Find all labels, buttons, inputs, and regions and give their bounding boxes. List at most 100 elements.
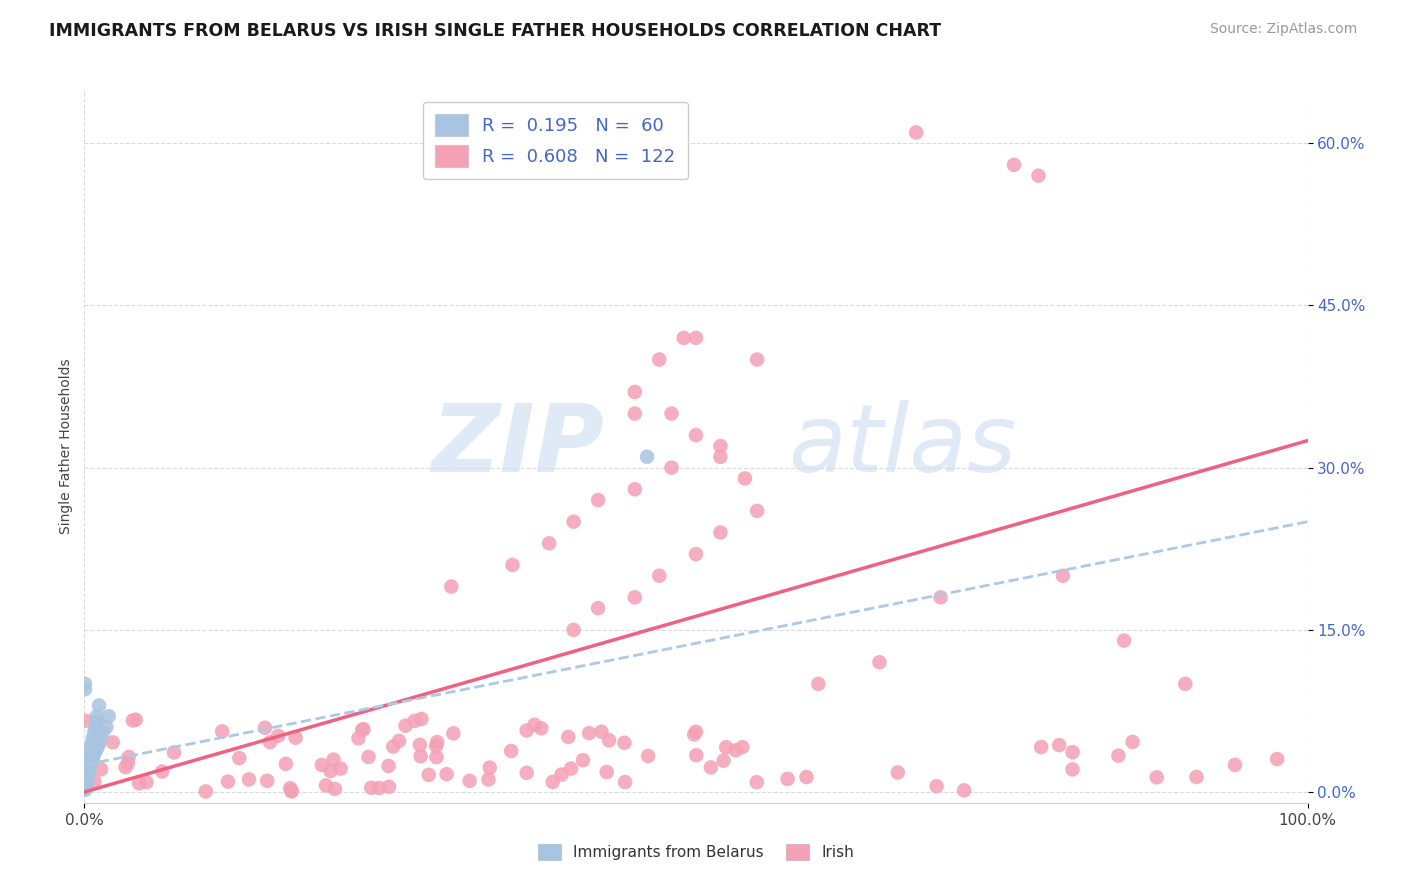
Point [586,493,609,508]
Point [685,331,707,345]
Point [382,739,405,754]
Point [75,780,97,794]
Point [79,747,101,761]
Point [516,723,538,738]
Point [409,749,432,764]
Point [953,783,976,797]
Point [278,781,301,796]
Point [562,515,585,529]
Point [672,331,695,345]
Point [77,758,100,772]
Text: Source: ZipAtlas.com: Source: ZipAtlas.com [1209,22,1357,37]
Point [724,743,747,757]
Point [77,764,100,778]
Point [709,450,731,464]
Point [79,758,101,772]
Point [683,727,706,741]
Point [238,772,260,787]
Point [560,762,582,776]
Point [329,762,352,776]
Point [747,352,769,367]
Point [441,726,464,740]
Point [1052,568,1074,582]
Point [76,772,98,786]
Point [648,568,671,582]
Text: atlas: atlas [787,401,1017,491]
Point [1031,740,1053,755]
Point [128,776,150,790]
Point [458,773,481,788]
Point [591,724,613,739]
Legend: Immigrants from Belarus, Irish: Immigrants from Belarus, Irish [531,838,860,866]
Point [347,731,370,746]
Point [79,758,101,772]
Point [77,758,100,772]
Point [502,558,524,572]
Point [394,719,416,733]
Point [77,753,100,767]
Point [550,767,572,781]
Point [259,735,281,749]
Point [929,591,952,605]
Point [114,760,136,774]
Point [636,450,658,464]
Point [86,714,108,729]
Point [76,769,98,783]
Point [661,460,683,475]
Point [77,761,100,775]
Point [523,718,546,732]
Point [411,712,433,726]
Point [311,758,333,772]
Point [1146,770,1168,784]
Point [776,772,799,786]
Point [1002,158,1025,172]
Point [256,773,278,788]
Point [624,384,647,399]
Point [79,741,101,756]
Point [596,764,619,779]
Point [360,780,382,795]
Point [440,580,463,594]
Point [685,748,707,763]
Text: IMMIGRANTS FROM BELARUS VS IRISH SINGLE FATHER HOUSEHOLDS CORRELATION CHART: IMMIGRANTS FROM BELARUS VS IRISH SINGLE … [49,22,942,40]
Point [82,750,104,764]
Point [1107,748,1129,763]
Point [75,774,97,789]
Point [75,774,97,789]
Point [253,721,276,735]
Point [75,781,97,796]
Point [598,733,620,747]
Point [75,776,97,790]
Point [77,765,100,780]
Point [323,781,346,796]
Point [700,760,723,774]
Point [745,775,768,789]
Point [661,407,683,421]
Point [319,764,342,778]
Point [709,525,731,540]
Point [586,601,609,615]
Point [89,731,111,745]
Point [83,774,105,789]
Point [80,753,103,767]
Point [1223,757,1246,772]
Point [368,780,391,795]
Point [77,769,100,783]
Point [516,765,538,780]
Point [538,536,561,550]
Point [75,774,97,789]
Point [436,767,458,781]
Point [87,698,110,713]
Point [77,764,100,778]
Point [77,764,100,778]
Point [76,769,98,783]
Point [96,720,118,734]
Point [1185,770,1208,784]
Point [76,772,98,786]
Point [716,740,738,755]
Point [75,776,97,790]
Point [796,770,818,784]
Point [477,772,499,787]
Point [77,764,100,778]
Point [117,756,139,770]
